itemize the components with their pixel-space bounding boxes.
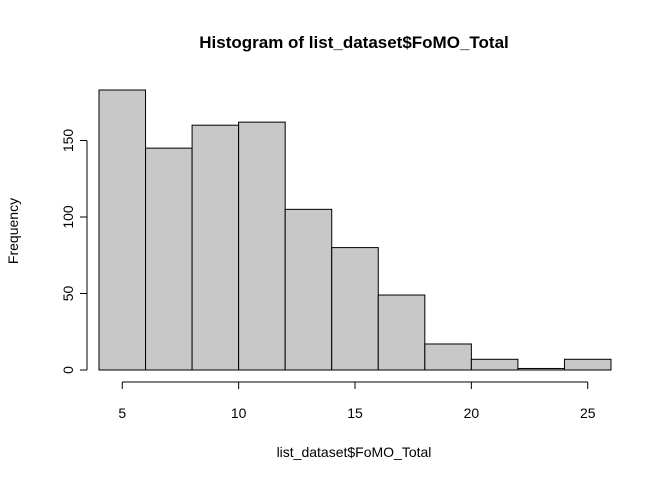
- chart-title: Histogram of list_dataset$FoMO_Total: [199, 33, 509, 52]
- histogram-bar: [145, 147, 193, 371]
- histogram-bar: [470, 358, 519, 371]
- x-axis-label: list_dataset$FoMO_Total: [277, 444, 432, 460]
- x-tick-label: 20: [464, 405, 480, 421]
- bars-group: [98, 89, 612, 371]
- x-tick-label: 15: [347, 405, 363, 421]
- x-axis: 5 10 15 20 25: [118, 381, 596, 421]
- x-tick-label: 25: [580, 405, 596, 421]
- histogram-bar: [284, 208, 333, 371]
- x-tick-label: 10: [231, 405, 247, 421]
- histogram-bar: [377, 294, 426, 371]
- y-tick-label: 0: [60, 366, 76, 374]
- y-tick-label: 100: [60, 205, 76, 229]
- histogram-bar: [517, 367, 565, 371]
- y-tick-label: 150: [60, 129, 76, 153]
- histogram-bar: [238, 121, 286, 371]
- histogram-bar: [191, 124, 240, 371]
- histogram-bar: [98, 89, 147, 371]
- y-axis-label: Frequency: [5, 198, 21, 264]
- histogram-bar: [331, 247, 379, 371]
- y-axis: 0 50 100 150: [60, 129, 88, 374]
- y-tick-label: 50: [60, 286, 76, 302]
- histogram-bar: [424, 343, 472, 371]
- x-tick-label: 5: [118, 405, 126, 421]
- histogram-bar: [563, 358, 612, 371]
